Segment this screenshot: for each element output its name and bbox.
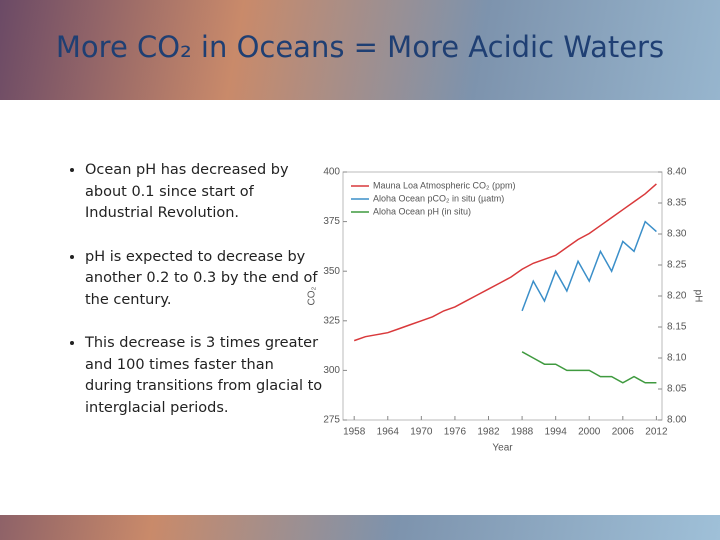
y2-tick-label: 8.25 [667, 260, 687, 271]
legend-label: Aloha Ocean pCO₂ in situ (µatm) [373, 193, 504, 203]
x-tick-label: 1964 [377, 427, 400, 438]
y2-tick-label: 8.35 [667, 198, 687, 209]
y2-tick-label: 8.00 [667, 415, 687, 426]
bullet: pH is expected to decrease by another 0.… [85, 247, 325, 312]
legend-label: Mauna Loa Atmospheric CO₂ (ppm) [373, 180, 516, 190]
y-tick-label: 275 [323, 415, 340, 426]
y2-tick-label: 8.15 [667, 322, 687, 333]
series-line [521, 220, 657, 312]
y2-tick-label: 8.05 [667, 384, 687, 395]
y2-axis-label: pH [692, 290, 703, 303]
chart: 275 300 325 350 375 400 8.00 8.05 8.10 8.15 8.20 8.… [307, 167, 704, 454]
x-tick-label: 1988 [511, 427, 534, 438]
x-tick-label: 1994 [545, 427, 568, 438]
plot-area [342, 171, 663, 421]
y2-tick-label: 8.30 [667, 229, 687, 240]
y2-tick-label: 8.20 [667, 291, 687, 302]
y-axis-label: CO₂ [307, 286, 318, 305]
y-tick-label: 325 [323, 315, 340, 326]
series-line [521, 351, 657, 384]
y-tick-label: 300 [323, 365, 340, 376]
legend-label: Aloha Ocean pH (in situ) [373, 206, 471, 216]
y-tick-label: 350 [323, 266, 340, 277]
y2-tick-label: 8.40 [667, 167, 687, 178]
y2-tick-label: 8.10 [667, 353, 687, 364]
slide-title: More CO₂ in Oceans = More Acidic Waters [55, 30, 665, 64]
x-tick-label: 1982 [477, 427, 500, 438]
bullet: Ocean pH has decreased by about 0.1 sinc… [85, 160, 325, 225]
x-axis-label: Year [492, 443, 513, 454]
x-tick-label: 2000 [578, 427, 601, 438]
bullet-list: Ocean pH has decreased by about 0.1 sinc… [55, 160, 325, 441]
series-line [353, 183, 657, 342]
x-tick-label: 1970 [410, 427, 433, 438]
x-tick-label: 2012 [645, 427, 668, 438]
x-tick-label: 2006 [612, 427, 635, 438]
x-tick-label: 1958 [343, 427, 366, 438]
bullet: This decrease is 3 times greater and 100… [85, 333, 325, 419]
y-tick-label: 400 [323, 167, 340, 178]
y-tick-label: 375 [323, 216, 340, 227]
x-tick-label: 1976 [444, 427, 467, 438]
